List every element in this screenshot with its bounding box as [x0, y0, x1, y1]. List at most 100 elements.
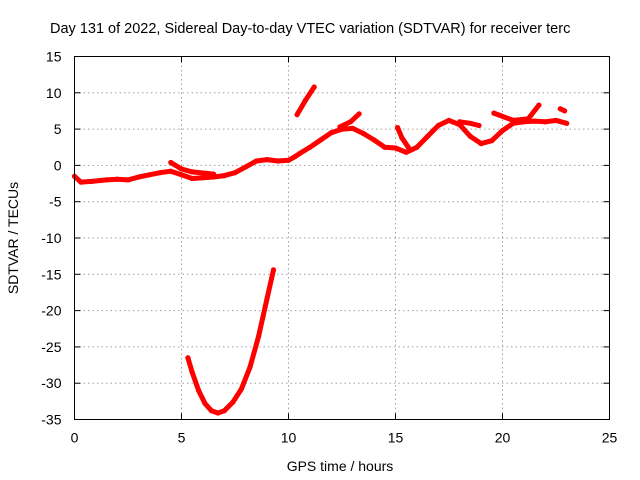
- y-tick-label: -20: [41, 303, 61, 319]
- data-point: [285, 157, 292, 163]
- data-point: [189, 175, 195, 182]
- data-point: [189, 169, 195, 175]
- data-point: [125, 177, 131, 183]
- x-tick-label: 20: [495, 430, 511, 446]
- data-point: [476, 122, 482, 129]
- series-points-segment-19h: [457, 119, 482, 129]
- x-tick-label: 0: [71, 430, 79, 446]
- x-tick-label: 5: [178, 430, 186, 446]
- data-point: [350, 125, 356, 131]
- data-point: [446, 117, 452, 123]
- data-point: [196, 387, 202, 394]
- data-point: [307, 144, 313, 150]
- y-tick-label: 10: [46, 85, 62, 101]
- data-point: [211, 171, 217, 177]
- data-point: [157, 170, 163, 176]
- data-point: [457, 119, 463, 125]
- data-point: [489, 138, 495, 144]
- data-point: [275, 158, 281, 164]
- data-point: [562, 108, 568, 114]
- series-points-segment-20h: [491, 102, 542, 123]
- data-point: [328, 130, 334, 136]
- data-point: [89, 178, 95, 184]
- data-point: [510, 117, 516, 123]
- data-point: [168, 168, 174, 174]
- data-point: [337, 124, 343, 130]
- data-point: [238, 386, 244, 392]
- y-tick-label: -30: [41, 375, 61, 391]
- data-point: [303, 97, 309, 103]
- y-tick-label: -10: [41, 230, 61, 246]
- data-point: [542, 119, 548, 125]
- x-axis-label: GPS time / hours: [287, 458, 394, 474]
- y-tick-label: 5: [54, 121, 62, 137]
- data-point: [467, 120, 473, 126]
- data-point: [382, 144, 388, 150]
- data-point: [292, 154, 298, 160]
- data-point: [425, 133, 431, 139]
- data-point: [202, 400, 208, 407]
- data-point: [360, 130, 366, 137]
- data-point: [467, 133, 473, 139]
- data-point: [264, 157, 270, 163]
- x-tick-label: 15: [388, 430, 404, 446]
- data-point: [403, 149, 409, 155]
- gridlines: [74, 56, 610, 420]
- x-tick-label: 10: [281, 430, 297, 446]
- data-point: [189, 369, 195, 375]
- data-point: [491, 110, 497, 116]
- series-line-main-trace-offset: [168, 160, 217, 177]
- data-point: [221, 173, 227, 179]
- data-point: [414, 144, 420, 150]
- data-point: [478, 141, 484, 147]
- data-point: [104, 177, 110, 183]
- data-point: [405, 144, 411, 150]
- data-point: [208, 408, 215, 414]
- data-point: [356, 111, 362, 117]
- data-point: [371, 137, 377, 143]
- data-point: [146, 172, 152, 178]
- data-point: [525, 116, 531, 122]
- data-point: [296, 151, 302, 157]
- data-point: [553, 117, 559, 123]
- series-layer: [71, 84, 570, 416]
- data-point: [564, 120, 570, 126]
- data-point: [255, 334, 262, 340]
- data-point: [243, 164, 249, 170]
- data-point: [532, 118, 538, 124]
- data-point: [392, 145, 399, 151]
- y-tick-label: 15: [46, 49, 62, 65]
- data-point: [348, 119, 354, 125]
- data-point: [264, 295, 270, 301]
- y-axis-label: SDTVAR / TECUs: [5, 182, 21, 294]
- data-point: [200, 175, 206, 181]
- axis-ticks: 0 5 10 15 20 25 15 10 5 0 -5 -10 -15 -20 -25 -30 -35: [41, 49, 617, 446]
- y-tick-label: -25: [41, 339, 61, 355]
- data-point: [557, 106, 563, 112]
- data-point: [499, 128, 506, 134]
- x-tick-label: 25: [602, 430, 618, 446]
- data-point: [168, 159, 174, 166]
- series-line-segment-20h: [491, 102, 542, 123]
- y-tick-label: 0: [54, 157, 62, 173]
- data-point: [311, 84, 317, 90]
- data-point: [247, 364, 253, 370]
- data-point: [395, 125, 401, 131]
- y-tick-label: -35: [41, 412, 61, 428]
- data-point: [114, 176, 120, 182]
- y-tick-label: -15: [41, 266, 61, 282]
- data-point: [253, 158, 259, 164]
- chart-title: Day 131 of 2022, Sidereal Day-to-day VTE…: [50, 21, 570, 37]
- series-points-short-segment-11h: [294, 84, 317, 118]
- data-point: [232, 170, 238, 176]
- series-points-dip-arc: [185, 267, 277, 416]
- y-tick-label: -5: [49, 194, 62, 210]
- data-point: [435, 122, 441, 129]
- plot-frame: [74, 56, 610, 420]
- data-point: [178, 172, 185, 178]
- data-point: [270, 267, 277, 273]
- data-point: [136, 174, 142, 180]
- series-points-main-trace-offset: [168, 159, 217, 177]
- data-point: [399, 135, 405, 141]
